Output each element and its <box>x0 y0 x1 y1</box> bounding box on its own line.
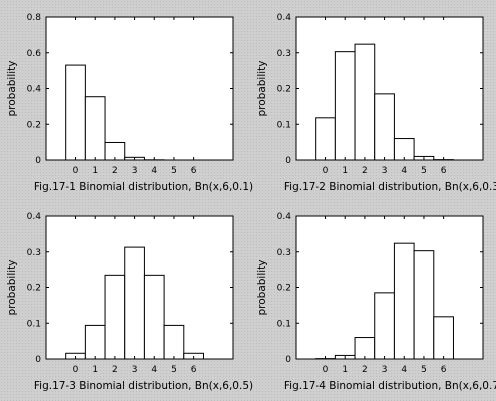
x-tick-label: 6 <box>441 365 447 375</box>
y-tick-label: 0 <box>285 355 291 365</box>
y-tick-label: 0.4 <box>27 212 42 222</box>
x-tick-label: 4 <box>151 166 157 176</box>
chart-panel-3: 0 0.1 0.2 0.3 0.4 0 1 2 3 4 5 6 probability Fig.17-… <box>6 212 253 392</box>
y-tick-label: 0 <box>35 156 41 166</box>
x-tick-label: 4 <box>401 365 407 375</box>
x-tick-label: 5 <box>421 166 427 176</box>
y-tick-label: 0.1 <box>277 319 291 329</box>
x-tick-label: 0 <box>323 166 329 176</box>
x-tick-label: 0 <box>73 365 79 375</box>
bar-2 <box>354 337 376 360</box>
bar-5 <box>163 324 185 360</box>
bar-3 <box>124 246 145 360</box>
x-tick-label: 3 <box>132 365 138 375</box>
x-tick-label: 3 <box>382 166 388 176</box>
x-tick-label: 6 <box>191 166 197 176</box>
x-tick-label: 1 <box>92 365 98 375</box>
chart-panel-1: 0 0.2 0.4 0.6 0.8 0 1 2 3 4 5 6 probability Fig.17-… <box>6 13 253 193</box>
bar-3 <box>374 93 395 161</box>
figure-caption: Fig.17-4 Binomial distribution, Bn(x,6,0… <box>284 380 496 392</box>
x-tick-label: 1 <box>342 166 348 176</box>
x-tick-label: 2 <box>112 365 118 375</box>
y-tick-label: 0.4 <box>277 13 292 23</box>
y-tick-label: 0.2 <box>277 85 291 95</box>
bar-2 <box>354 43 376 161</box>
y-tick-label: 0.3 <box>277 248 291 258</box>
x-tick-label: 6 <box>441 166 447 176</box>
x-tick-label: 2 <box>362 166 368 176</box>
y-tick-label: 0.8 <box>27 13 42 23</box>
y-tick-label: 0.1 <box>27 319 41 329</box>
bar-4 <box>393 138 415 161</box>
y-tick-label: 0.3 <box>277 49 291 59</box>
bar-5 <box>413 250 435 360</box>
y-tick-label: 0.2 <box>277 284 291 294</box>
bar-6 <box>433 316 454 360</box>
x-tick-label: 4 <box>401 166 407 176</box>
x-tick-label: 1 <box>92 166 98 176</box>
x-tick-label: 2 <box>112 166 118 176</box>
x-tick-label: 1 <box>342 365 348 375</box>
y-axis-title: probability <box>256 259 268 315</box>
bar-1 <box>334 51 356 161</box>
chart-panel-2: 0 0.1 0.2 0.3 0.4 0 1 2 3 4 5 6 probability Fig.17-… <box>256 13 496 193</box>
y-tick-label: 0.2 <box>27 120 41 130</box>
bar-3 <box>374 292 395 360</box>
x-tick-label: 3 <box>382 365 388 375</box>
x-tick-label: 0 <box>73 166 79 176</box>
y-axis-title: probability <box>256 60 268 116</box>
y-tick-label: 0.4 <box>277 212 292 222</box>
x-tick-label: 0 <box>323 365 329 375</box>
y-tick-label: 0.6 <box>27 49 42 59</box>
figure-caption: Fig.17-3 Binomial distribution, Bn(x,6,0… <box>34 380 253 392</box>
bar-0 <box>65 64 86 161</box>
figure-caption: Fig.17-2 Binomial distribution, Bn(x,6,0… <box>284 181 496 193</box>
y-axis-title: probability <box>6 259 18 315</box>
x-tick-label: 3 <box>132 166 138 176</box>
x-tick-label: 2 <box>362 365 368 375</box>
chart-panel-4: 0 0.1 0.2 0.3 0.4 0 1 2 3 4 5 6 probability Fig.17-… <box>256 212 496 392</box>
y-tick-label: 0 <box>285 156 291 166</box>
bar-1 <box>84 96 106 161</box>
y-axis-title: probability <box>6 60 18 116</box>
x-tick-label: 5 <box>421 365 427 375</box>
y-tick-label: 0.3 <box>27 248 41 258</box>
y-tick-label: 0.4 <box>27 85 42 95</box>
y-tick-label: 0.2 <box>27 284 41 294</box>
x-tick-label: 6 <box>191 365 197 375</box>
x-tick-label: 5 <box>171 166 177 176</box>
bar-4 <box>393 242 415 360</box>
bar-1 <box>84 324 106 360</box>
y-tick-label: 0.1 <box>277 120 291 130</box>
x-tick-label: 4 <box>151 365 157 375</box>
y-tick-label: 0 <box>35 355 41 365</box>
bar-2 <box>104 274 126 360</box>
bar-0 <box>315 117 336 161</box>
bar-4 <box>143 274 165 360</box>
figure-caption: Fig.17-1 Binomial distribution, Bn(x,6,0… <box>34 181 253 193</box>
x-tick-label: 5 <box>171 365 177 375</box>
